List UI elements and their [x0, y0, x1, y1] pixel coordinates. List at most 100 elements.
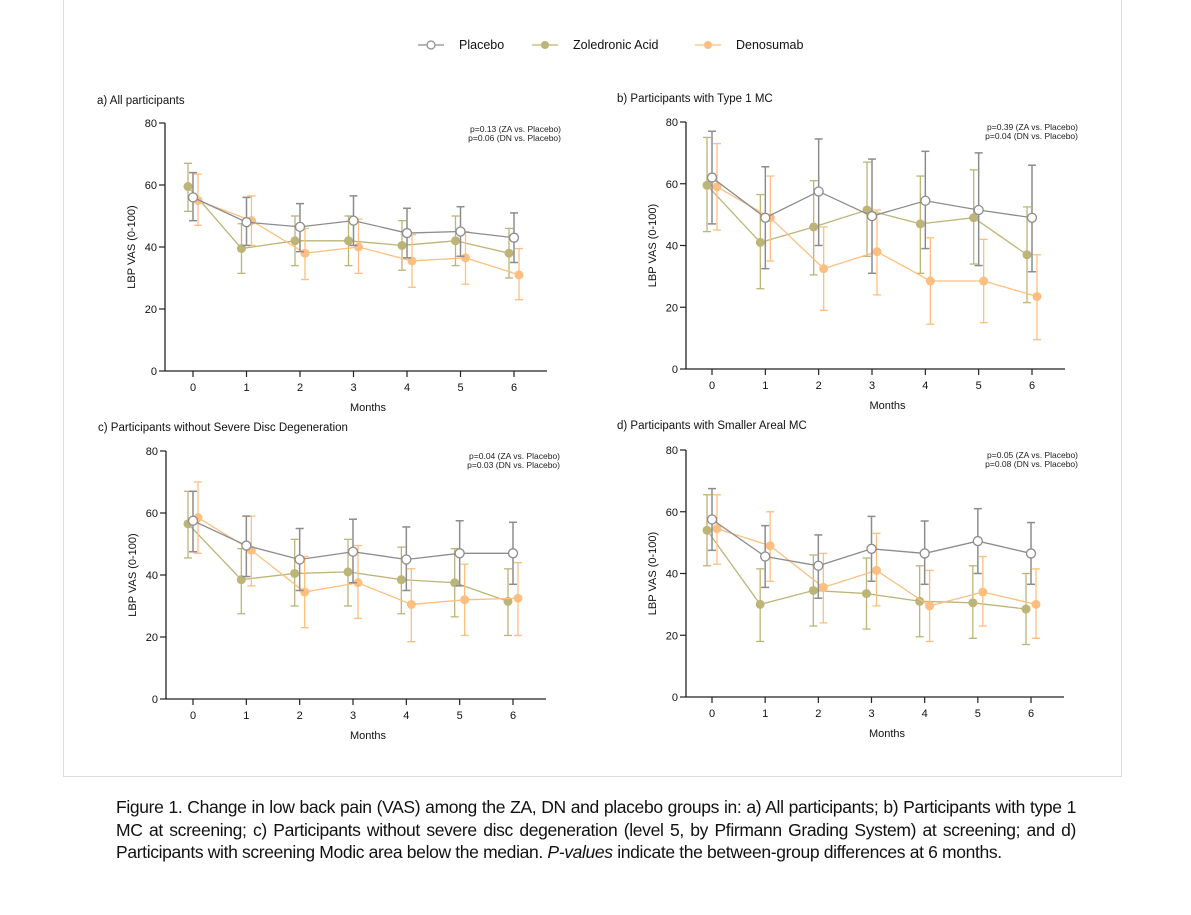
figure-canvas: Placebo Zoledronic Acid Denosumab a) All… [97, 38, 1078, 742]
y-tick-label: 40 [145, 242, 157, 254]
panel-title: d) Participants with Smaller Areal MC [617, 420, 807, 432]
data-point-zoledronic-acid [237, 244, 246, 254]
data-point-zoledronic-acid [968, 598, 978, 608]
figure-frame [63, 0, 1122, 777]
data-point-placebo [454, 548, 465, 559]
legend-marker-placebo [426, 40, 436, 50]
data-point-placebo [294, 554, 305, 565]
y-axis-title: LBP VAS (0-100) [647, 204, 659, 287]
legend-item-zoledronic-acid: Zoledronic Acid [532, 38, 659, 52]
y-tick-label: 60 [145, 180, 157, 192]
y-tick-label: 80 [666, 117, 678, 129]
data-point-zoledronic-acid [702, 180, 712, 190]
data-point-zoledronic-acid [915, 596, 925, 606]
data-point-denosumab [1031, 599, 1041, 609]
data-point-placebo [455, 226, 466, 237]
p-value-annotation: p=0.06 (DN vs. Placebo) [468, 133, 561, 143]
data-point-placebo [241, 217, 252, 228]
data-point-zoledronic-acid [809, 222, 819, 232]
legend-marker-za [541, 41, 549, 49]
x-tick-label: 0 [190, 710, 196, 722]
data-point-zoledronic-acid [344, 236, 353, 246]
data-point-placebo [1026, 212, 1038, 223]
data-point-denosumab [872, 565, 881, 575]
x-tick-label: 2 [297, 382, 303, 394]
x-axis-title: Months [350, 402, 387, 414]
x-tick-label: 6 [1028, 708, 1034, 720]
data-point-placebo [401, 227, 413, 239]
data-point-zoledronic-acid [808, 585, 818, 595]
data-point-placebo [760, 212, 771, 223]
data-point-zoledronic-acid [183, 182, 193, 192]
x-tick-label: 0 [709, 708, 715, 720]
y-tick-label: 60 [666, 179, 678, 191]
x-axis-title: Months [350, 730, 387, 742]
y-tick-label: 20 [666, 630, 678, 642]
legend: Placebo Zoledronic Acid Denosumab [418, 38, 803, 52]
data-point-placebo [813, 186, 824, 197]
data-point-denosumab [514, 270, 524, 280]
x-tick-label: 4 [404, 382, 410, 394]
data-point-placebo [706, 514, 718, 525]
data-point-zoledronic-acid [236, 575, 246, 585]
data-point-zoledronic-acid [969, 213, 979, 223]
series-zoledronic-acid [702, 494, 1031, 646]
data-point-placebo [241, 540, 252, 551]
panel-title: b) Participants with Type 1 MC [617, 93, 773, 105]
data-point-zoledronic-acid [1022, 250, 1032, 260]
x-tick-label: 5 [457, 710, 463, 722]
data-point-zoledronic-acid [451, 236, 460, 246]
legend-label-placebo: Placebo [459, 38, 504, 52]
data-point-denosumab [765, 541, 775, 551]
data-point-zoledronic-acid [396, 575, 406, 585]
y-tick-label: 0 [672, 692, 678, 704]
data-point-denosumab [925, 276, 935, 286]
data-point-placebo [401, 554, 412, 565]
panel-c: c) Participants without Severe Disc Dege… [98, 422, 560, 742]
data-point-denosumab [460, 595, 470, 605]
data-point-denosumab [872, 247, 882, 257]
data-point-zoledronic-acid [343, 567, 353, 577]
series-placebo [706, 130, 1038, 275]
x-tick-label: 4 [403, 710, 409, 722]
legend-item-denosumab: Denosumab [695, 38, 803, 52]
data-point-denosumab [819, 264, 829, 274]
y-tick-label: 40 [666, 569, 678, 581]
data-point-zoledronic-acid [290, 568, 300, 578]
y-tick-label: 40 [146, 570, 158, 582]
y-tick-label: 40 [666, 241, 678, 253]
data-point-denosumab [461, 253, 470, 263]
p-value-annotation: p=0.39 (ZA vs. Placebo) [987, 122, 1078, 132]
y-tick-label: 0 [672, 364, 678, 376]
data-point-placebo [1025, 548, 1037, 559]
x-tick-label: 1 [762, 380, 768, 392]
y-tick-label: 60 [666, 507, 678, 519]
x-tick-label: 5 [976, 380, 982, 392]
p-value-annotation: p=0.08 (DN vs. Placebo) [985, 459, 1078, 469]
x-tick-label: 0 [190, 382, 196, 394]
data-point-denosumab [513, 593, 523, 603]
data-point-placebo [813, 560, 824, 571]
data-point-zoledronic-acid [504, 248, 514, 258]
y-tick-label: 0 [151, 366, 157, 378]
y-tick-label: 80 [145, 118, 157, 130]
data-point-placebo [187, 192, 199, 203]
data-point-placebo [294, 221, 306, 233]
y-axis-title: LBP VAS (0-100) [127, 533, 139, 616]
x-tick-label: 3 [869, 380, 875, 392]
series-denosumab [193, 481, 523, 643]
x-tick-label: 2 [815, 708, 821, 720]
x-tick-label: 4 [922, 380, 928, 392]
series-zoledronic-acid [183, 162, 514, 279]
data-point-zoledronic-acid [1021, 604, 1031, 614]
x-tick-label: 6 [1029, 380, 1035, 392]
x-tick-label: 5 [975, 708, 981, 720]
panel-a: a) All participants p=0.13 (ZA vs. Placeb… [97, 95, 561, 414]
y-tick-label: 60 [146, 508, 158, 520]
x-tick-label: 3 [350, 710, 356, 722]
data-point-placebo [347, 546, 359, 557]
y-tick-label: 20 [145, 304, 157, 316]
data-point-denosumab [354, 242, 363, 252]
x-tick-label: 1 [243, 710, 249, 722]
panel-d: d) Participants with Smaller Areal MC p=0… [617, 420, 1078, 740]
